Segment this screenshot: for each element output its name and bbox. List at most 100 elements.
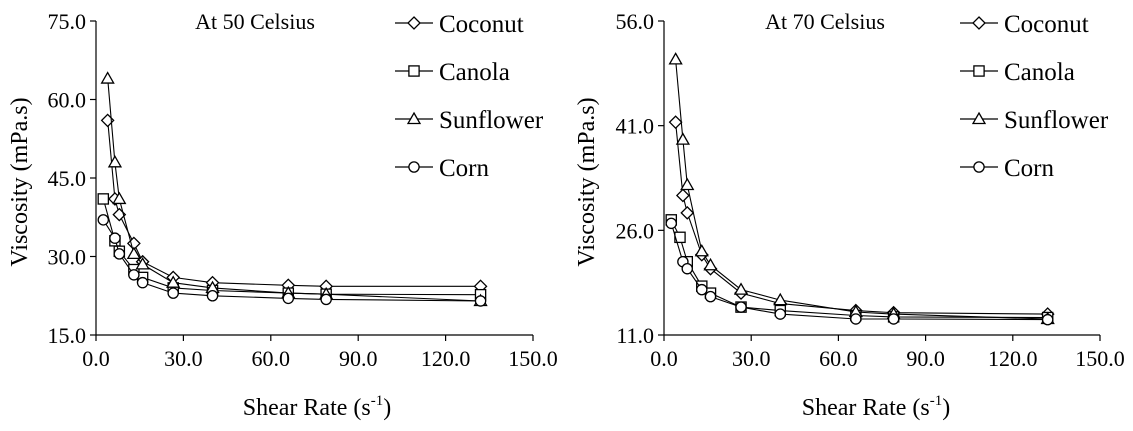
- data-point: [704, 290, 717, 303]
- legend-item-canola: Canola: [395, 59, 510, 86]
- data-point: [694, 243, 709, 257]
- y-tick-label: 30.0: [48, 245, 87, 270]
- y-axis-title: Viscosity (mPa.s): [574, 97, 600, 266]
- data-point: [128, 269, 140, 281]
- x-axis-title: Shear Rate (s-1): [243, 393, 391, 421]
- legend-marker: [973, 65, 985, 77]
- legend-label: Coconut: [439, 11, 524, 38]
- x-tick-label: 120.0: [988, 346, 1038, 371]
- y-tick-label: 15.0: [48, 323, 87, 348]
- data-point: [282, 292, 295, 305]
- series-canola: [665, 214, 1054, 324]
- data-point: [109, 232, 121, 244]
- series-sunflower: [668, 52, 1055, 325]
- data-point: [166, 275, 181, 288]
- x-tick-label: 30.0: [164, 346, 203, 371]
- chart-panel-1: 15.0 30.0 45.0 60.0 75.0 0.0 30.0 60.0 90.0 120.0…: [7, 9, 558, 421]
- series-line: [670, 219, 1048, 319]
- legend-marker: [973, 161, 985, 173]
- data-point: [675, 188, 690, 203]
- data-point: [136, 276, 149, 289]
- legend-label: Canola: [1004, 59, 1075, 86]
- y-tick-label: 26.0: [616, 218, 655, 243]
- x-tick-label: 150.0: [1075, 346, 1125, 371]
- data-point: [1041, 313, 1054, 326]
- legend-marker: [408, 65, 420, 77]
- data-point: [733, 282, 749, 295]
- x-axis-title-close: ): [942, 395, 950, 421]
- data-point: [675, 132, 691, 145]
- legend-label: Coconut: [1004, 11, 1089, 38]
- data-point: [107, 154, 123, 168]
- x-tick-label: 60.0: [819, 346, 858, 371]
- chart-title: At 50 Celsius: [195, 9, 315, 34]
- legend-item-sunflower: Sunflower: [395, 107, 544, 134]
- data-point: [674, 231, 686, 244]
- series-line: [675, 122, 1048, 315]
- x-tick-label: 60.0: [252, 346, 291, 371]
- x-tick-label: 0.0: [650, 346, 678, 371]
- x-axis-title-close: ): [383, 395, 391, 421]
- legend-marker: [406, 111, 422, 125]
- legend-label: Sunflower: [439, 107, 544, 134]
- x-tick-label: 150.0: [508, 346, 558, 371]
- y-tick-label: 41.0: [616, 114, 655, 139]
- legend-marker: [407, 16, 421, 30]
- series-coconut: [100, 113, 488, 294]
- series-line: [670, 223, 1048, 321]
- data-point: [680, 205, 695, 220]
- x-axis-title-superscript: -1: [930, 393, 943, 409]
- x-tick-label: 90.0: [906, 346, 945, 371]
- data-point: [665, 217, 678, 230]
- x-tick-label: 30.0: [732, 346, 771, 371]
- y-tick-label: 11.0: [616, 323, 654, 348]
- series-corn: [97, 214, 487, 307]
- legend-label: Corn: [1004, 155, 1055, 182]
- x-tick-label: 120.0: [421, 346, 471, 371]
- chart-title: At 70 Celsius: [765, 9, 885, 34]
- data-point: [97, 193, 110, 205]
- legend-item-canola: Canola: [960, 59, 1075, 86]
- legend: Coconut Canola Sunflower Corn: [395, 11, 544, 182]
- data-point: [773, 292, 788, 306]
- y-tick-label: 56.0: [616, 9, 655, 34]
- x-axis-title: Shear Rate (s-1): [802, 393, 950, 421]
- series-line: [102, 198, 481, 296]
- data-point: [320, 293, 332, 306]
- data-point: [112, 191, 127, 205]
- x-axis-title-superscript: -1: [371, 393, 384, 409]
- series-line: [107, 78, 481, 302]
- y-tick-label: 45.0: [48, 166, 87, 191]
- series-coconut: [668, 115, 1055, 321]
- legend-label: Corn: [439, 155, 490, 182]
- data-point: [887, 313, 900, 325]
- legend: Coconut Canola Sunflower Corn: [960, 11, 1109, 182]
- data-point: [774, 308, 787, 320]
- data-point: [735, 301, 747, 313]
- data-point: [668, 52, 683, 65]
- x-tick-label: 90.0: [339, 346, 378, 371]
- data-point: [696, 283, 708, 296]
- data-point: [668, 115, 683, 130]
- legend-item-corn: Corn: [395, 155, 490, 182]
- x-tick-label: 0.0: [82, 346, 110, 371]
- data-point: [850, 313, 862, 325]
- chart-panel-2: 11.0 26.0 41.0 56.0 0.0 30.0 60.0 90.0 120.0 150.…: [574, 9, 1125, 421]
- legend-item-coconut: Coconut: [960, 11, 1089, 38]
- data-point: [113, 248, 126, 260]
- data-point: [126, 246, 141, 260]
- legend-item-corn: Corn: [960, 155, 1055, 182]
- legend-label: Canola: [439, 59, 510, 86]
- series-line: [102, 219, 481, 302]
- data-point: [135, 257, 150, 270]
- data-point: [97, 214, 110, 226]
- legend-item-sunflower: Sunflower: [960, 107, 1109, 134]
- y-tick-label: 75.0: [48, 9, 87, 34]
- legend-marker: [972, 16, 986, 30]
- data-point: [167, 287, 179, 299]
- data-point: [474, 295, 487, 307]
- legend-item-coconut: Coconut: [395, 11, 524, 38]
- y-axis-title: Viscosity (mPa.s): [7, 97, 33, 266]
- legend-label: Sunflower: [1004, 107, 1109, 134]
